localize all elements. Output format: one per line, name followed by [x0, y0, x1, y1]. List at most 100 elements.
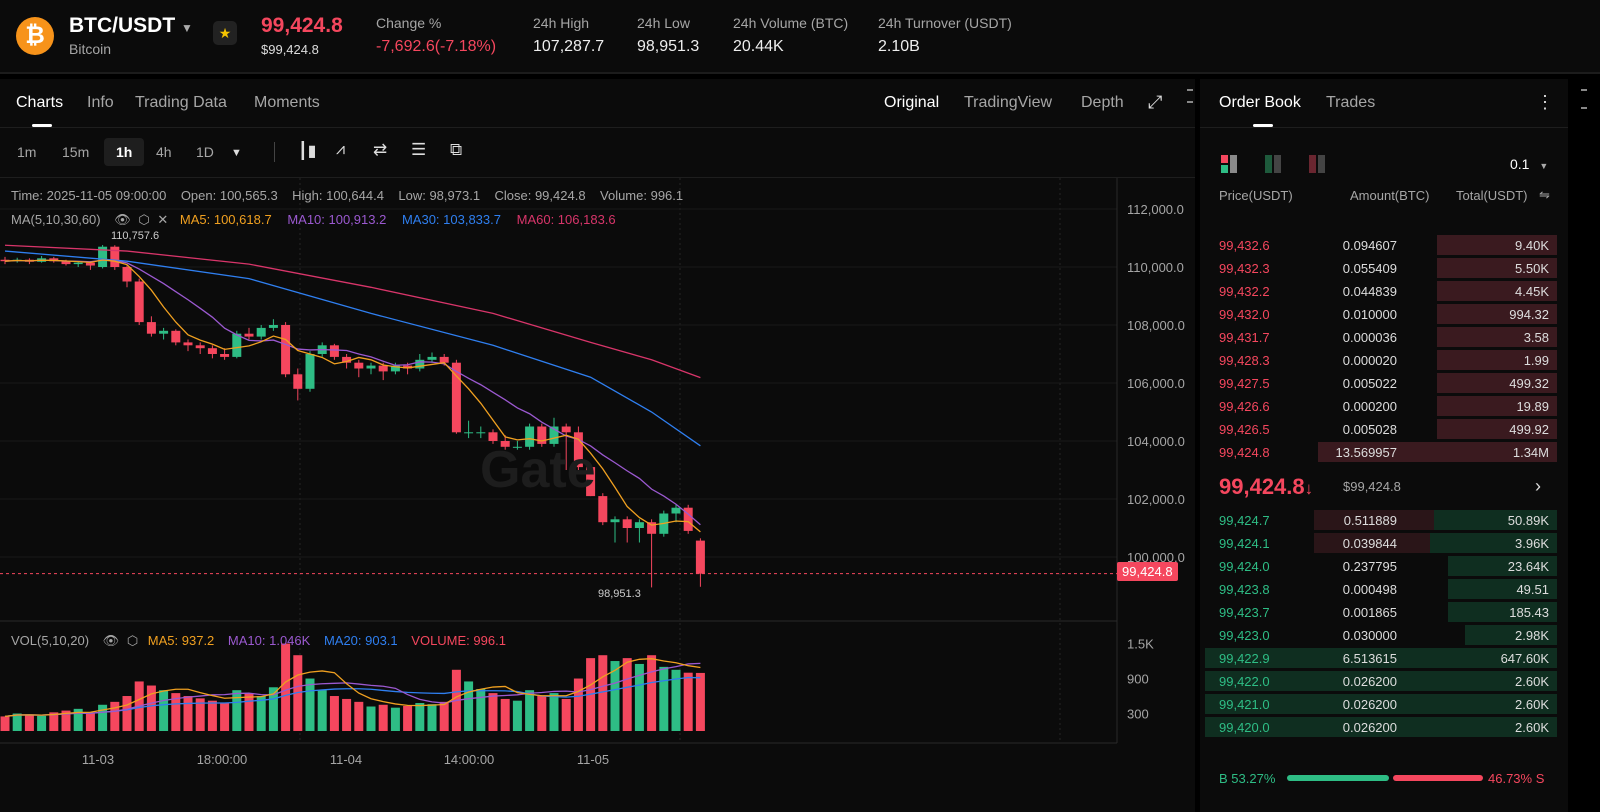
depth-bar [1205, 694, 1557, 714]
price-tick: 106,000.0 [1127, 376, 1185, 391]
pair-selector[interactable]: BTC/USDT ▼ [69, 14, 193, 38]
candle-down [85, 262, 95, 266]
view-asks-icon[interactable] [1309, 155, 1331, 173]
timeframe-15m[interactable]: 15m [62, 144, 90, 160]
volume-bar [281, 643, 291, 731]
ask-row[interactable]: 99,426.5 0.005028 499.92 [1205, 418, 1557, 440]
timeframe-more-chevron-icon[interactable]: ▼ [231, 147, 242, 159]
eye-icon[interactable]: 👁 [102, 633, 120, 648]
timeframe-1m[interactable]: 1m [17, 144, 37, 160]
volume-bar [329, 696, 339, 731]
tab-order-book[interactable]: Order Book [1219, 94, 1301, 111]
bid-row[interactable]: 99,422.0 0.026200 2.60K [1205, 670, 1557, 692]
close-icon[interactable]: ✕ [157, 212, 169, 227]
drawing-tools-icon[interactable]: ☰ [411, 140, 427, 159]
stat-value: -7,692.6(-7.18%) [376, 38, 497, 55]
depth-bar [1437, 396, 1557, 416]
price: 99,432.0 [1219, 307, 1270, 322]
stat-label: 24h Turnover (USDT) [878, 15, 1012, 31]
bid-row[interactable]: 99,422.9 6.513615 647.60K [1205, 647, 1557, 669]
bid-row[interactable]: 99,421.0 0.026200 2.60K [1205, 693, 1557, 715]
sell-ratio: 46.73% S [1488, 771, 1545, 786]
pair-name: BTC/USDT [69, 14, 176, 37]
settings-icon[interactable]: ⬡ [138, 212, 150, 227]
tab-moments[interactable]: Moments [254, 94, 320, 111]
tab-trading-data[interactable]: Trading Data [135, 94, 227, 111]
chevron-right-icon[interactable]: › [1535, 476, 1541, 496]
ask-row[interactable]: 99,431.7 0.000036 3.58 [1205, 326, 1557, 348]
candle-up [549, 426, 559, 444]
settings-icon[interactable]: ⬡ [126, 633, 139, 648]
bid-row[interactable]: 99,424.0 0.237795 23.64K [1205, 555, 1557, 577]
price: 99,424.0 [1219, 559, 1270, 574]
indicators-icon[interactable]: ⩘ [336, 141, 346, 158]
timeframe-4h[interactable]: 4h [156, 144, 172, 160]
candle-down [220, 354, 230, 357]
volume-bar [500, 698, 510, 731]
view-depth[interactable]: Depth [1081, 94, 1124, 111]
precision-select[interactable]: 0.1 ▼ [1510, 156, 1548, 172]
volume-bar [366, 706, 376, 731]
volume-bar [122, 696, 132, 731]
ask-row[interactable]: 99,428.3 0.000020 1.99 [1205, 349, 1557, 371]
amount: 0.511889 [1343, 513, 1397, 528]
volume-bar [305, 678, 315, 731]
tab-charts[interactable]: Charts [16, 94, 64, 111]
total: 3.58 [1523, 330, 1549, 345]
page-scrollbar[interactable] [1568, 79, 1600, 812]
ohlc-legend: Time: 2025-11-05 09:00:00 Open: 100,565.… [11, 188, 684, 203]
candle-up [268, 325, 278, 328]
bid-row[interactable]: 99,423.8 0.000498 49.51 [1205, 578, 1557, 600]
candle-down [573, 432, 583, 468]
more-options-icon[interactable]: ⋮ [1536, 92, 1554, 112]
swap-total-icon[interactable]: ⇋ [1539, 187, 1550, 202]
ask-row[interactable]: 99,424.8 13.569957 1.34M [1205, 441, 1557, 463]
fullscreen-icon[interactable]: ⤢ [1148, 92, 1163, 112]
eye-icon[interactable]: 👁 [114, 212, 131, 227]
amount: 0.055409 [1342, 261, 1397, 276]
ask-row[interactable]: 99,432.3 0.055409 5.50K [1205, 257, 1557, 279]
favorite-star-icon[interactable]: ★ [213, 21, 237, 45]
volume-bar [317, 690, 327, 731]
time-tick: 11-04 [330, 752, 362, 767]
tab-info[interactable]: Info [87, 94, 114, 111]
amount: 0.000498 [1342, 582, 1397, 597]
candle-down [488, 432, 498, 441]
price-tick: 110,000.0 [1127, 260, 1184, 275]
candle-down [244, 333, 254, 337]
tab-trades[interactable]: Trades [1326, 94, 1376, 111]
timeframe-1h[interactable]: 1h [104, 138, 145, 166]
volume-tick: 300 [1127, 707, 1149, 722]
bid-row[interactable]: 99,423.7 0.001865 185.43 [1205, 601, 1557, 623]
time-tick: 14:00:00 [444, 752, 495, 767]
bid-row[interactable]: 99,424.7 0.511889 50.89K [1205, 509, 1557, 531]
ask-row[interactable]: 99,427.5 0.005022 499.32 [1205, 372, 1557, 394]
ask-row[interactable]: 99,426.6 0.000200 19.89 [1205, 395, 1557, 417]
precision-value: 0.1 [1510, 156, 1530, 172]
panel-scrollbar[interactable] [1187, 89, 1193, 103]
view-tradingview[interactable]: TradingView [964, 94, 1053, 111]
volume-tick: 900 [1127, 672, 1149, 687]
view-both-icon[interactable] [1221, 155, 1243, 173]
layout-toggle-icon[interactable]: ⧉ [450, 140, 463, 159]
depth-bar [1437, 419, 1557, 439]
bid-row[interactable]: 99,424.1 0.039844 3.96K [1205, 532, 1557, 554]
total: 2.60K [1515, 720, 1549, 735]
ask-row[interactable]: 99,432.0 0.010000 994.32 [1205, 303, 1557, 325]
candlestick-type-icon[interactable]: ┃▮ [298, 143, 317, 160]
timeframe-1d[interactable]: 1D [196, 144, 214, 160]
ask-row[interactable]: 99,432.6 0.094607 9.40K [1205, 234, 1557, 256]
candle-up [390, 365, 400, 372]
candlestick-chart[interactable]: 112,000.0 110,000.0 108,000.0 106,000.0 104,… [0, 178, 1195, 778]
settings-sliders-icon[interactable]: ⇄ [373, 140, 388, 159]
view-original[interactable]: Original [884, 94, 940, 111]
ma60-line [4, 244, 701, 379]
bid-row[interactable]: 99,423.0 0.030000 2.98K [1205, 624, 1557, 646]
candle-down [647, 522, 657, 534]
header-amount: Amount(BTC) [1350, 188, 1430, 203]
volume-bar [683, 672, 693, 731]
bid-row[interactable]: 99,420.0 0.026200 2.60K [1205, 716, 1557, 738]
view-bids-icon[interactable] [1265, 155, 1287, 173]
amount: 0.005028 [1342, 422, 1397, 437]
ask-row[interactable]: 99,432.2 0.044839 4.45K [1205, 280, 1557, 302]
